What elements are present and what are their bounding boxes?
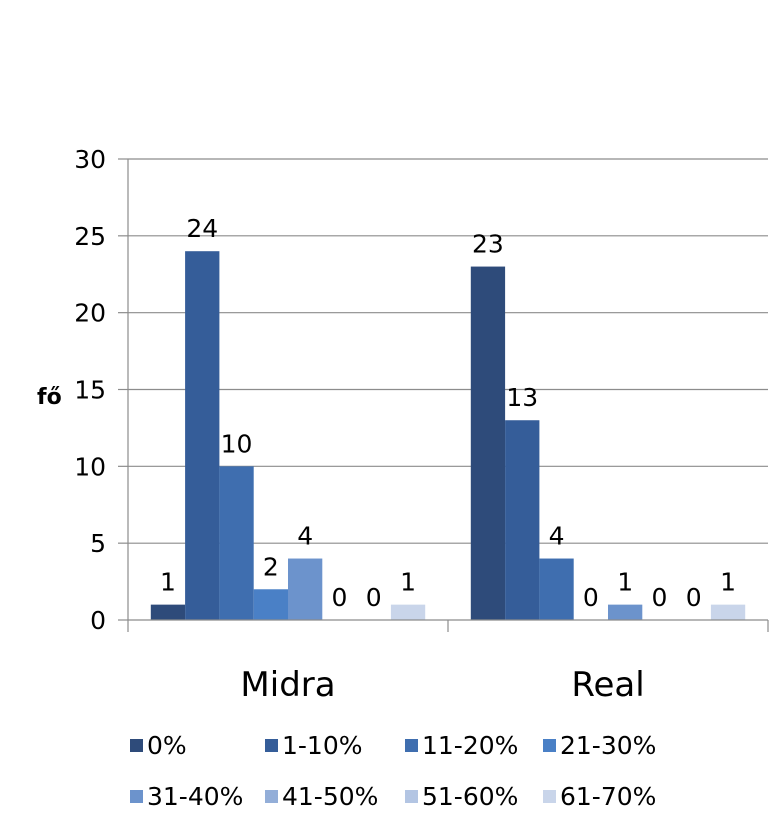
legend-label: 31-40% [147,782,243,811]
bar [390,604,426,620]
data-label: 1 [617,568,633,597]
category-label: Real [571,665,644,705]
bar [185,251,220,620]
legend-swatch [130,790,143,803]
data-label: 24 [186,214,218,243]
legend-label: 1-10% [282,731,363,760]
legend-swatch [130,739,143,752]
legend-swatch [265,790,278,803]
y-axis-label: fő [37,385,62,410]
data-label: 1 [160,568,176,597]
y-tick-label: 30 [74,145,106,174]
y-tick-label: 10 [74,452,106,481]
bars [150,251,746,620]
y-tick-label: 0 [90,606,106,635]
legend-label: 21-30% [560,731,656,760]
legend-label: 11-20% [422,731,518,760]
bar [253,589,288,620]
legend-label: 51-60% [422,782,518,811]
bar [219,466,254,620]
data-label: 0 [686,583,702,612]
data-label: 0 [583,583,599,612]
legend-swatch [265,739,278,752]
data-label: 10 [221,429,253,458]
category-label: Midra [240,665,335,705]
data-label: 2 [263,552,279,581]
y-tick-label: 15 [74,376,106,405]
y-tick-label: 25 [74,222,106,251]
bar [710,604,746,620]
data-label: 0 [366,583,382,612]
data-label: 0 [651,583,667,612]
bar [150,604,186,620]
data-label: 1 [400,568,416,597]
data-label: 4 [549,522,565,551]
bar [470,266,506,620]
legend-swatch [405,739,418,752]
data-label: 1 [720,568,736,597]
y-tick-labels: 0 5 10 15 20 25 30 [74,145,106,635]
bar [539,558,574,620]
bar [505,420,540,620]
data-label: 13 [506,383,538,412]
data-label: 4 [297,522,313,551]
y-tick-label: 20 [74,299,106,328]
bar [288,558,323,620]
category-labels: Midra Real [240,665,644,705]
legend-label: 61-70% [560,782,656,811]
legend-swatch [543,790,556,803]
legend-label: 0% [147,731,187,760]
legend: 0% 1-10% 11-20% 21-30% 31-40% 41-50% 51-60% 61-… [130,731,656,811]
data-label: 23 [472,230,504,259]
y-tick-label: 5 [90,529,106,558]
bar [608,604,643,620]
axes [127,159,769,632]
legend-swatch [543,739,556,752]
data-label: 0 [331,583,347,612]
legend-swatch [405,790,418,803]
legend-label: 41-50% [282,782,378,811]
